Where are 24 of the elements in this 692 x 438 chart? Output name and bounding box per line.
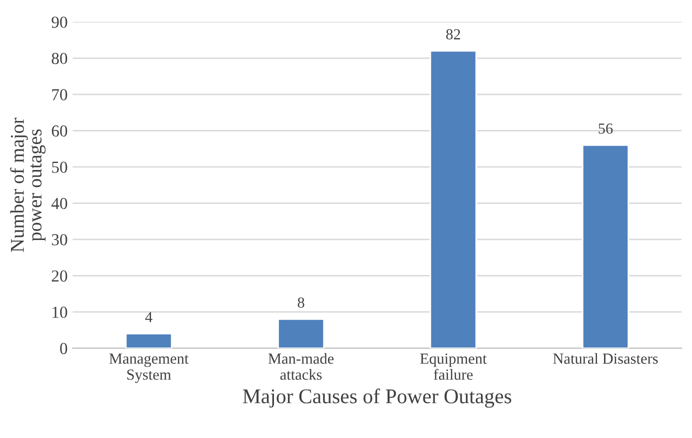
y-tick-label: 10: [52, 306, 68, 318]
data-label: 8: [298, 297, 304, 308]
bar: [430, 50, 477, 348]
y-tick-label: 80: [52, 52, 68, 64]
y-tick-label: 90: [52, 16, 68, 28]
y-tick-label: 70: [52, 89, 68, 100]
bar: [277, 318, 325, 348]
bar: [582, 144, 630, 348]
y-tick-label: 30: [52, 234, 68, 246]
data-label: 82: [446, 29, 460, 40]
x-tick-label: Natural Disasters: [553, 353, 658, 364]
y-axis-title: Number of major power outages: [10, 118, 46, 252]
x-tick-label: Equipment failure: [420, 354, 487, 380]
y-tick-label: 20: [52, 270, 68, 282]
y-tick-label: 50: [52, 162, 68, 173]
y-tick-label: 40: [51, 198, 68, 210]
data-label: 4: [145, 312, 152, 322]
data-label: 56: [598, 123, 613, 134]
x-tick-label: Man-made attacks: [268, 353, 334, 380]
y-tick-label: 0: [60, 342, 68, 354]
bar: [125, 333, 172, 348]
x-axis-title: Major Causes of Power Outages: [242, 388, 512, 408]
x-tick-label: Management System: [109, 354, 189, 383]
y-tick-label: 60: [52, 125, 68, 137]
